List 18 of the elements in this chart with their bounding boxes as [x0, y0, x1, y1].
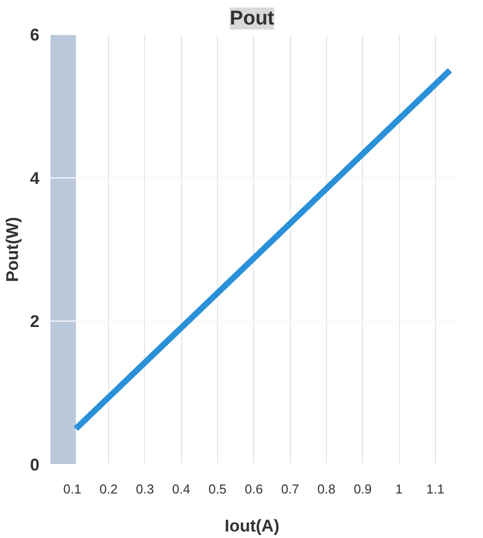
- x-tick-label: 0.7: [281, 482, 300, 496]
- x-tick-label: 1.1: [426, 482, 444, 496]
- x-tick-label: 0.1: [63, 482, 82, 496]
- x-tick-label: 0.5: [208, 482, 227, 496]
- x-tick-label: 0.3: [136, 482, 154, 496]
- x-tick-label: 0.8: [317, 482, 336, 496]
- y-axis-title: Pout(W): [3, 216, 22, 282]
- x-tick-label: 0.9: [354, 482, 372, 496]
- y-tick-label: 6: [30, 26, 40, 44]
- x-tick-label: 0.6: [244, 482, 263, 496]
- x-axis-title: Iout(A): [224, 516, 280, 536]
- y-tick-label: 2: [30, 312, 40, 332]
- y-tick-label: 0: [30, 456, 40, 474]
- y-tick-label: 4: [30, 168, 40, 188]
- x-tick-label: 0.4: [172, 482, 190, 496]
- chart-title: Pout: [230, 8, 275, 30]
- x-tick-label: 1: [395, 482, 403, 496]
- x-tick-label: 0.2: [100, 482, 118, 496]
